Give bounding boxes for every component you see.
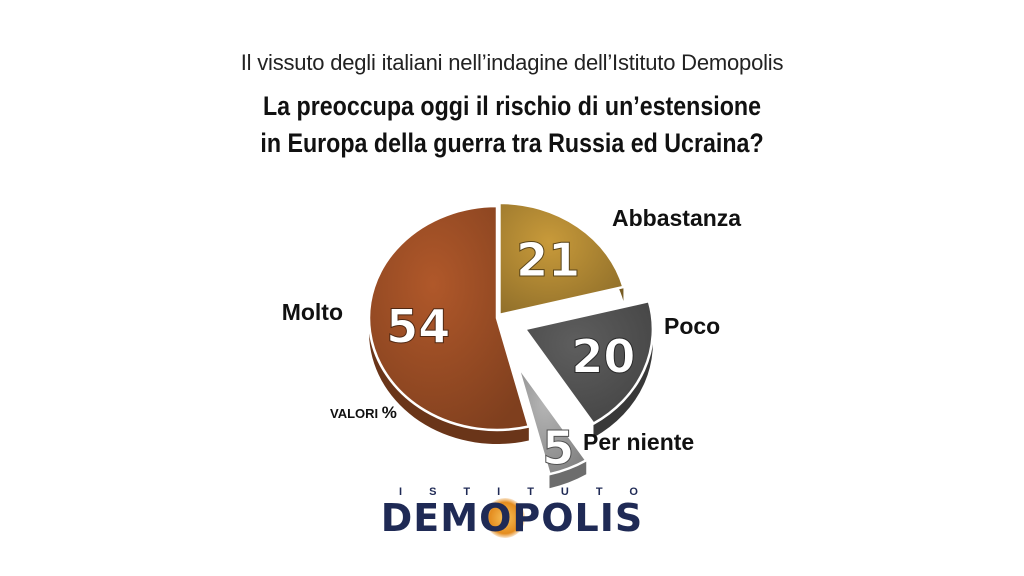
pie-slice-side <box>549 460 587 489</box>
demopolis-logo: ISTITUTO DEMOPOLIS <box>362 486 662 542</box>
pie-category-label: Abbastanza <box>612 205 741 231</box>
pie-category-label: Per niente <box>583 429 694 455</box>
pie-slice-abbastanza: 21 <box>498 201 625 317</box>
pie-category-label: Poco <box>664 313 720 339</box>
logo-sun-icon <box>485 498 525 538</box>
chart-title: La preoccupa oggi il rischio di un’esten… <box>72 88 953 162</box>
pie-slice-molto: 54 <box>367 204 531 444</box>
pie-value-label: 54 <box>386 300 450 354</box>
pie-slice-poco: 20 <box>523 299 655 438</box>
chart-title-line-2: in Europa della guerra tra Russia ed Ucr… <box>260 128 764 158</box>
pie-slice-side <box>593 301 653 438</box>
chart-subtitle: Il vissuto degli italiani nell’indagine … <box>240 50 784 75</box>
logo-main-text: DEMOPOLIS <box>380 496 644 540</box>
pie-slice-face <box>367 204 531 432</box>
pie-slice-per-niente: 5 <box>516 364 588 489</box>
pie-value-label: 20 <box>571 329 635 383</box>
unit-note: VALORI % <box>330 403 397 423</box>
pie-slice-face <box>516 364 588 476</box>
logo-top-text: ISTITUTO <box>399 486 665 498</box>
unit-note-symbol: % <box>381 403 397 422</box>
pie-category-label: Molto <box>282 299 343 325</box>
unit-note-text: VALORI <box>330 406 379 421</box>
chart-title-line-1: La preoccupa oggi il rischio di un’esten… <box>262 91 762 121</box>
pie-value-label: 21 <box>516 233 580 287</box>
pie-slice-face <box>498 201 625 317</box>
pie-slice-face <box>523 299 655 425</box>
pie-value-label: 5 <box>542 421 574 475</box>
